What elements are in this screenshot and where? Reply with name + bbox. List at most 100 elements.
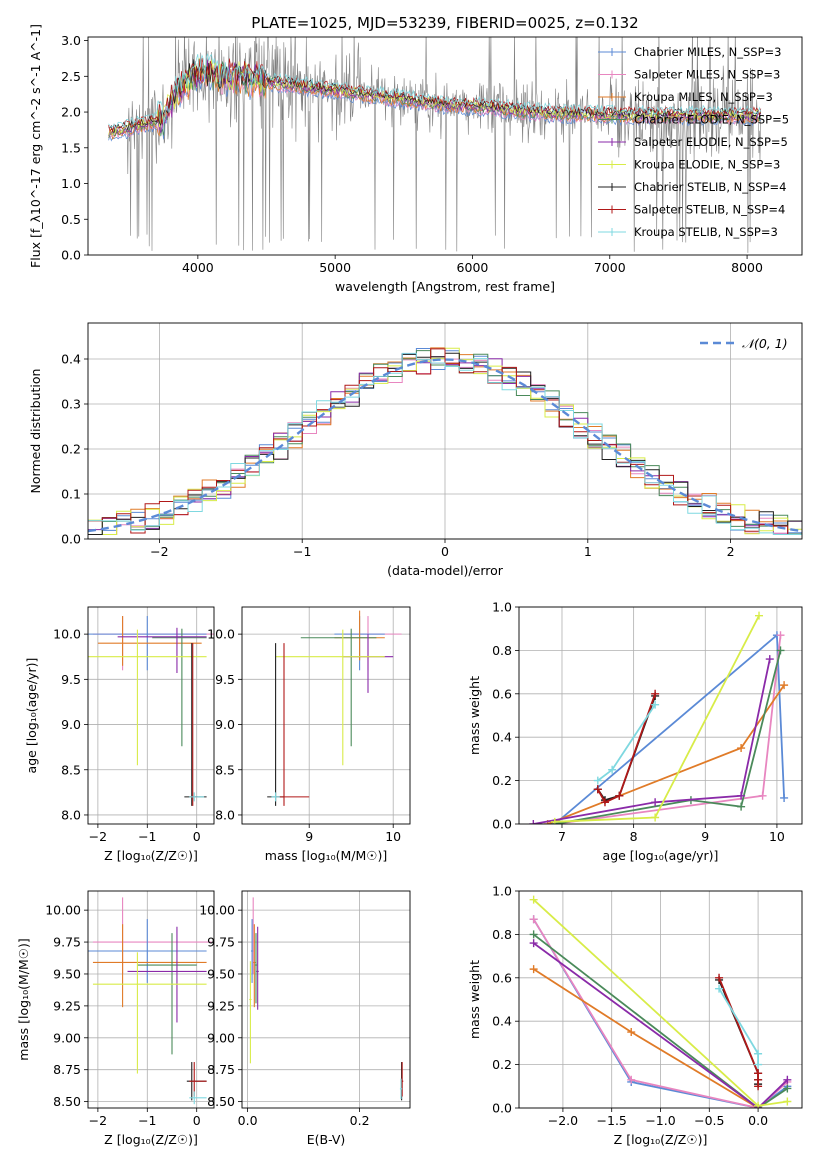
- weight-line-salpeter_stelib: [597, 693, 656, 804]
- weight-point-kroupa_elodie: [754, 1101, 763, 1108]
- y-tick-label: 8.5: [61, 762, 81, 777]
- weight-point-chabrier_elodie: [776, 646, 785, 655]
- weight-point-kroupa_miles: [529, 965, 538, 974]
- weight-point-salpeter_stelib: [600, 798, 609, 807]
- plot-mass_vs_ebv: 0.0 0.2 8.50 8.75 9.00 9.25 9.50 9.75 10.00 E(B-V…: [199, 890, 411, 1147]
- y-tick-label: 10.0: [207, 627, 235, 642]
- weight-point-chabrier_elodie: [737, 802, 746, 811]
- legend-label-kroupa_miles: Kroupa MILES, N_SSP=3: [634, 90, 773, 104]
- plot-age_vs_Z: −2 −1 0 8.0 8.5 9.0 9.5 10.0 Z [log₁₀(Z/Z☉)] age …: [24, 606, 215, 863]
- y-axis-label: Normed distribution: [28, 369, 43, 494]
- x-tick-label: 5000: [319, 260, 351, 275]
- y-tick-label: 9.0: [61, 717, 81, 732]
- weight-point-chabrier_elodie: [529, 930, 538, 939]
- weight-point-kroupa_miles: [627, 1028, 636, 1037]
- axes-frame: [87, 36, 803, 256]
- y-tick-label: 0.4: [492, 1014, 512, 1029]
- y-tick-label: 0.8: [492, 643, 512, 658]
- y-tick-label: 9.50: [207, 966, 235, 981]
- y-tick-label: 0.6: [492, 970, 512, 985]
- weight-point-salpeter_miles: [627, 1075, 636, 1084]
- weight-point-salpeter_miles: [529, 915, 538, 924]
- y-tick-label: 0.5: [61, 212, 81, 227]
- weight-line-salpeter_stelib: [718, 977, 759, 1087]
- weight-point-salpeter_stelib: [715, 973, 724, 982]
- legend-label-salpeter_elodie: Salpeter ELODIE, N_SSP=5: [634, 135, 788, 149]
- x-axis-label: (data-model)/error: [387, 563, 504, 578]
- histogram-kroupa_stelib: [88, 352, 802, 535]
- weight-point-salpeter_elodie: [783, 1075, 792, 1084]
- y-tick-label: 9.5: [61, 672, 81, 687]
- weight-line-chabrier_elodie: [554, 650, 782, 824]
- y-tick-label: 8.0: [215, 807, 235, 822]
- legend-label-chabrier_miles: Chabrier MILES, N_SSP=3: [634, 45, 781, 59]
- x-tick-label: 4000: [182, 260, 214, 275]
- weight-point-kroupa_stelib: [754, 1049, 763, 1058]
- x-tick-label: −1: [293, 544, 311, 559]
- x-tick-label: 0: [441, 544, 449, 559]
- y-tick-label: 0.4: [61, 352, 81, 367]
- weight-point-kroupa_elodie: [755, 611, 764, 620]
- x-tick-label: −2: [89, 829, 107, 844]
- weight-point-salpeter_elodie: [529, 939, 538, 948]
- x-tick-label: 1: [584, 544, 592, 559]
- y-axis-label: age [log₁₀(age/yr)]: [24, 658, 39, 774]
- plot-weight_vs_Z: −2.0 −1.5 −1.0 −0.5 0.0 0.0 0.2 0.4 0.6 0.8 1.0 Z […: [467, 884, 803, 1147]
- y-axis-label: mass weight: [467, 960, 482, 1039]
- legend-label-chabrier_stelib: Chabrier STELIB, N_SSP=4: [634, 180, 786, 194]
- weight-line-chabrier_stelib: [718, 979, 759, 1085]
- y-tick-label: 0.0: [61, 248, 81, 263]
- y-tick-label: 8.50: [207, 1094, 235, 1109]
- y-axis-label: mass weight: [467, 676, 482, 755]
- x-tick-label: 8000: [731, 260, 763, 275]
- data-spectrum: [108, 37, 761, 253]
- weight-point-salpeter_stelib: [615, 791, 624, 800]
- x-tick-label: 7: [558, 829, 566, 844]
- figure-title: PLATE=1025, MJD=53239, FIBERID=0025, z=0…: [251, 14, 638, 32]
- y-tick-label: 9.25: [53, 998, 81, 1013]
- x-axis-label: mass [log₁₀(M/M☉)]: [265, 848, 387, 863]
- y-tick-label: 1.0: [61, 176, 81, 191]
- axes-mass_vs_Z: −2 −1 0 8.50 8.75 9.00 9.25 9.50 9.75 10.00 Z [log…: [16, 890, 215, 1147]
- weight-point-kroupa_elodie: [651, 813, 660, 822]
- plot-area-residuals: [88, 347, 802, 535]
- plot-area-weight_vs_age: [529, 611, 789, 824]
- weight-point-kroupa_stelib: [608, 765, 617, 774]
- weight-point-kroupa_stelib: [715, 984, 724, 993]
- x-tick-label: −2: [89, 1113, 107, 1128]
- x-tick-label: −1: [138, 1113, 156, 1128]
- plot-area-weight_vs_Z: [529, 895, 792, 1108]
- y-tick-label: 9.00: [207, 1030, 235, 1045]
- legend-label-kroupa_elodie: Kroupa ELODIE, N_SSP=3: [634, 158, 780, 172]
- plot-residuals: −2 −1 0 1 2 0.0 0.1 0.2 0.3 0.4 (data-model)/error…: [28, 322, 803, 578]
- y-tick-label: 0.8: [492, 927, 512, 942]
- x-tick-label: 0.0: [748, 1113, 768, 1128]
- weight-point-salpeter_miles: [776, 631, 785, 640]
- y-tick-label: 8.0: [61, 807, 81, 822]
- weight-point-kroupa_miles: [737, 744, 746, 753]
- x-tick-label: 7000: [594, 260, 626, 275]
- y-tick-label: 2.0: [61, 105, 81, 120]
- y-tick-label: 9.50: [53, 966, 81, 981]
- plot-spectrum: 4000 5000 6000 7000 8000 0.0 0.5 1.0 1.5 2.0 2.5 3.…: [28, 24, 803, 294]
- plot-mass_vs_Z: −2 −1 0 8.50 8.75 9.00 9.25 9.50 9.75 10.00 Z [log…: [16, 890, 215, 1147]
- weight-line-kroupa_miles: [547, 684, 785, 824]
- legend-label-salpeter_stelib: Salpeter STELIB, N_SSP=4: [634, 203, 785, 217]
- x-tick-label: 9: [701, 829, 709, 844]
- plot-area-mass_vs_ebv: [249, 897, 404, 1101]
- axes-weight_vs_Z: −2.0 −1.5 −1.0 −0.5 0.0 0.0 0.2 0.4 0.6 0.8 1.0 Z […: [467, 884, 803, 1147]
- weight-point-salpeter_elodie: [529, 820, 538, 824]
- x-tick-label: −0.5: [694, 1113, 724, 1128]
- weight-point-kroupa_stelib: [754, 1060, 763, 1069]
- weight-point-kroupa_elodie: [529, 895, 538, 904]
- plot-weight_vs_age: 7 8 9 10 0.0 0.2 0.4 0.6 0.8 1.0 age [log₁₀(age/yr…: [467, 600, 803, 863]
- plots-layer: 4000 5000 6000 7000 80000.00.51.01.52.02.53.…: [16, 24, 803, 1147]
- weight-point-kroupa_stelib: [651, 700, 660, 709]
- model-spectrum-kroupa_elodie: [108, 58, 762, 135]
- x-tick-label: 9: [305, 829, 313, 844]
- axes-age_vs_Z: −2 −1 0 8.0 8.5 9.0 9.5 10.0 Z [log₁₀(Z/Z☉)] age …: [24, 606, 215, 863]
- x-tick-label: −1.5: [597, 1113, 627, 1128]
- x-tick-label: 6000: [457, 260, 489, 275]
- x-tick-label: −1.0: [645, 1113, 675, 1128]
- y-tick-label: 10.00: [199, 903, 235, 918]
